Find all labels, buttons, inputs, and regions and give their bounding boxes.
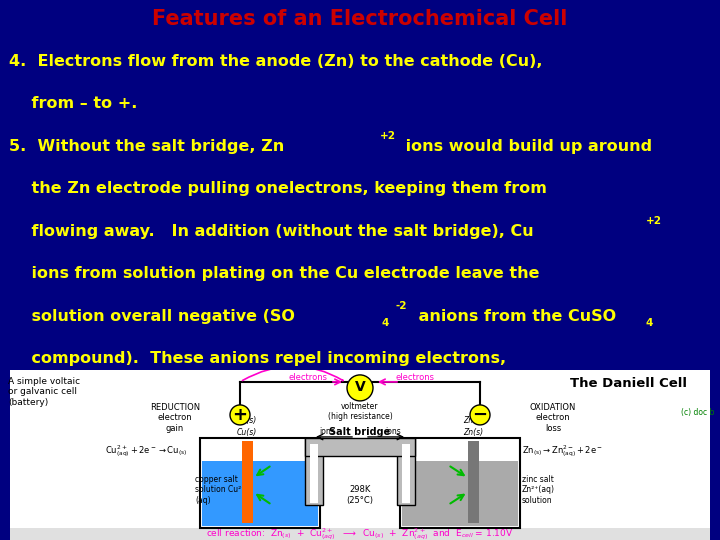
Text: Features of an Electrochemical Cell: Features of an Electrochemical Cell bbox=[153, 9, 567, 29]
Text: the Zn electrode pulling onelectrons, keeping them from: the Zn electrode pulling onelectrons, ke… bbox=[9, 181, 546, 196]
Text: solution overall negative (SO: solution overall negative (SO bbox=[9, 309, 294, 324]
Text: V: V bbox=[355, 380, 365, 394]
Bar bbox=[200, 438, 320, 528]
Text: Cu(s): Cu(s) bbox=[237, 416, 257, 425]
Circle shape bbox=[347, 375, 373, 401]
Text: +: + bbox=[233, 406, 248, 424]
Text: -2: -2 bbox=[395, 301, 407, 310]
Text: stopping the flow.: stopping the flow. bbox=[9, 394, 196, 409]
Text: flowing away.   In addition (without the salt bridge), Cu: flowing away. In addition (without the s… bbox=[9, 224, 534, 239]
Bar bbox=[402, 444, 410, 503]
Text: Zn(s): Zn(s) bbox=[463, 416, 483, 425]
Text: Cu(s): Cu(s) bbox=[237, 428, 257, 437]
Bar bbox=[310, 444, 318, 503]
Text: electrons: electrons bbox=[395, 373, 434, 382]
Bar bbox=[402, 461, 518, 526]
Text: ions: ions bbox=[385, 427, 401, 436]
Circle shape bbox=[230, 405, 250, 425]
Text: cell reaction:  Zn$_{(s)}$  +  Cu$^{2+}_{(aq)}$  $\longrightarrow$  Cu$_{(s)}$  : cell reaction: Zn$_{(s)}$ + Cu$^{2+}_{(a… bbox=[206, 526, 514, 540]
Text: ions would build up around: ions would build up around bbox=[400, 139, 652, 154]
Bar bbox=[0, 370, 10, 540]
Circle shape bbox=[470, 405, 490, 425]
Bar bbox=[710, 370, 720, 540]
Text: 4.  Electrons flow from the anode (Zn) to the cathode (Cu),: 4. Electrons flow from the anode (Zn) to… bbox=[9, 53, 542, 69]
Text: Zn(s): Zn(s) bbox=[463, 428, 483, 437]
Bar bbox=[305, 438, 323, 505]
Text: $\mathregular{Cu^{2+}_{(aq)} + 2e^- \rightarrow Cu_{(s)}}$: $\mathregular{Cu^{2+}_{(aq)} + 2e^- \rig… bbox=[105, 444, 187, 460]
Text: 5.  Without the salt bridge, Zn: 5. Without the salt bridge, Zn bbox=[9, 139, 284, 154]
Bar bbox=[397, 438, 415, 505]
Text: A simple voltaic
or galvanic cell
(battery): A simple voltaic or galvanic cell (batte… bbox=[8, 377, 80, 407]
Text: −: − bbox=[472, 406, 487, 424]
Bar bbox=[400, 438, 520, 528]
Text: compound).  These anions repel incoming electrons,: compound). These anions repel incoming e… bbox=[9, 352, 505, 367]
Bar bbox=[0, 528, 720, 540]
Text: 298K
(25°C): 298K (25°C) bbox=[346, 485, 374, 505]
Text: 4: 4 bbox=[646, 318, 653, 328]
Text: (c) doc b: (c) doc b bbox=[680, 408, 714, 417]
Bar bbox=[468, 441, 479, 523]
Text: voltmeter
(high resistance): voltmeter (high resistance) bbox=[328, 402, 392, 421]
Text: $\mathregular{Zn_{(s)} \rightarrow Zn^{2-}_{(aq)} + 2e^-}$: $\mathregular{Zn_{(s)} \rightarrow Zn^{2… bbox=[522, 444, 603, 460]
Text: +2: +2 bbox=[646, 215, 662, 226]
FancyArrowPatch shape bbox=[243, 366, 343, 381]
Text: 4: 4 bbox=[382, 318, 389, 328]
Text: anions from the CuSO: anions from the CuSO bbox=[413, 309, 616, 324]
Text: The Daniell Cell: The Daniell Cell bbox=[570, 377, 686, 390]
Bar bbox=[242, 441, 253, 523]
Text: REDUCTION
electron
gain: REDUCTION electron gain bbox=[150, 403, 200, 433]
Text: OXIDATION
electron
loss: OXIDATION electron loss bbox=[530, 403, 576, 433]
Text: electrons: electrons bbox=[289, 373, 328, 382]
Text: copper salt
solution Cu²⁺
(aq): copper salt solution Cu²⁺ (aq) bbox=[195, 475, 246, 505]
Text: +2: +2 bbox=[379, 131, 395, 140]
Bar bbox=[305, 438, 415, 456]
Text: zinc salt
Zn²⁺(aq)
solution: zinc salt Zn²⁺(aq) solution bbox=[522, 475, 555, 505]
Bar bbox=[202, 461, 318, 526]
Text: ions: ions bbox=[319, 427, 335, 436]
Text: Salt bridge: Salt bridge bbox=[329, 427, 391, 437]
Text: from – to +.: from – to +. bbox=[9, 96, 137, 111]
Text: ions from solution plating on the Cu electrode leave the: ions from solution plating on the Cu ele… bbox=[9, 266, 539, 281]
